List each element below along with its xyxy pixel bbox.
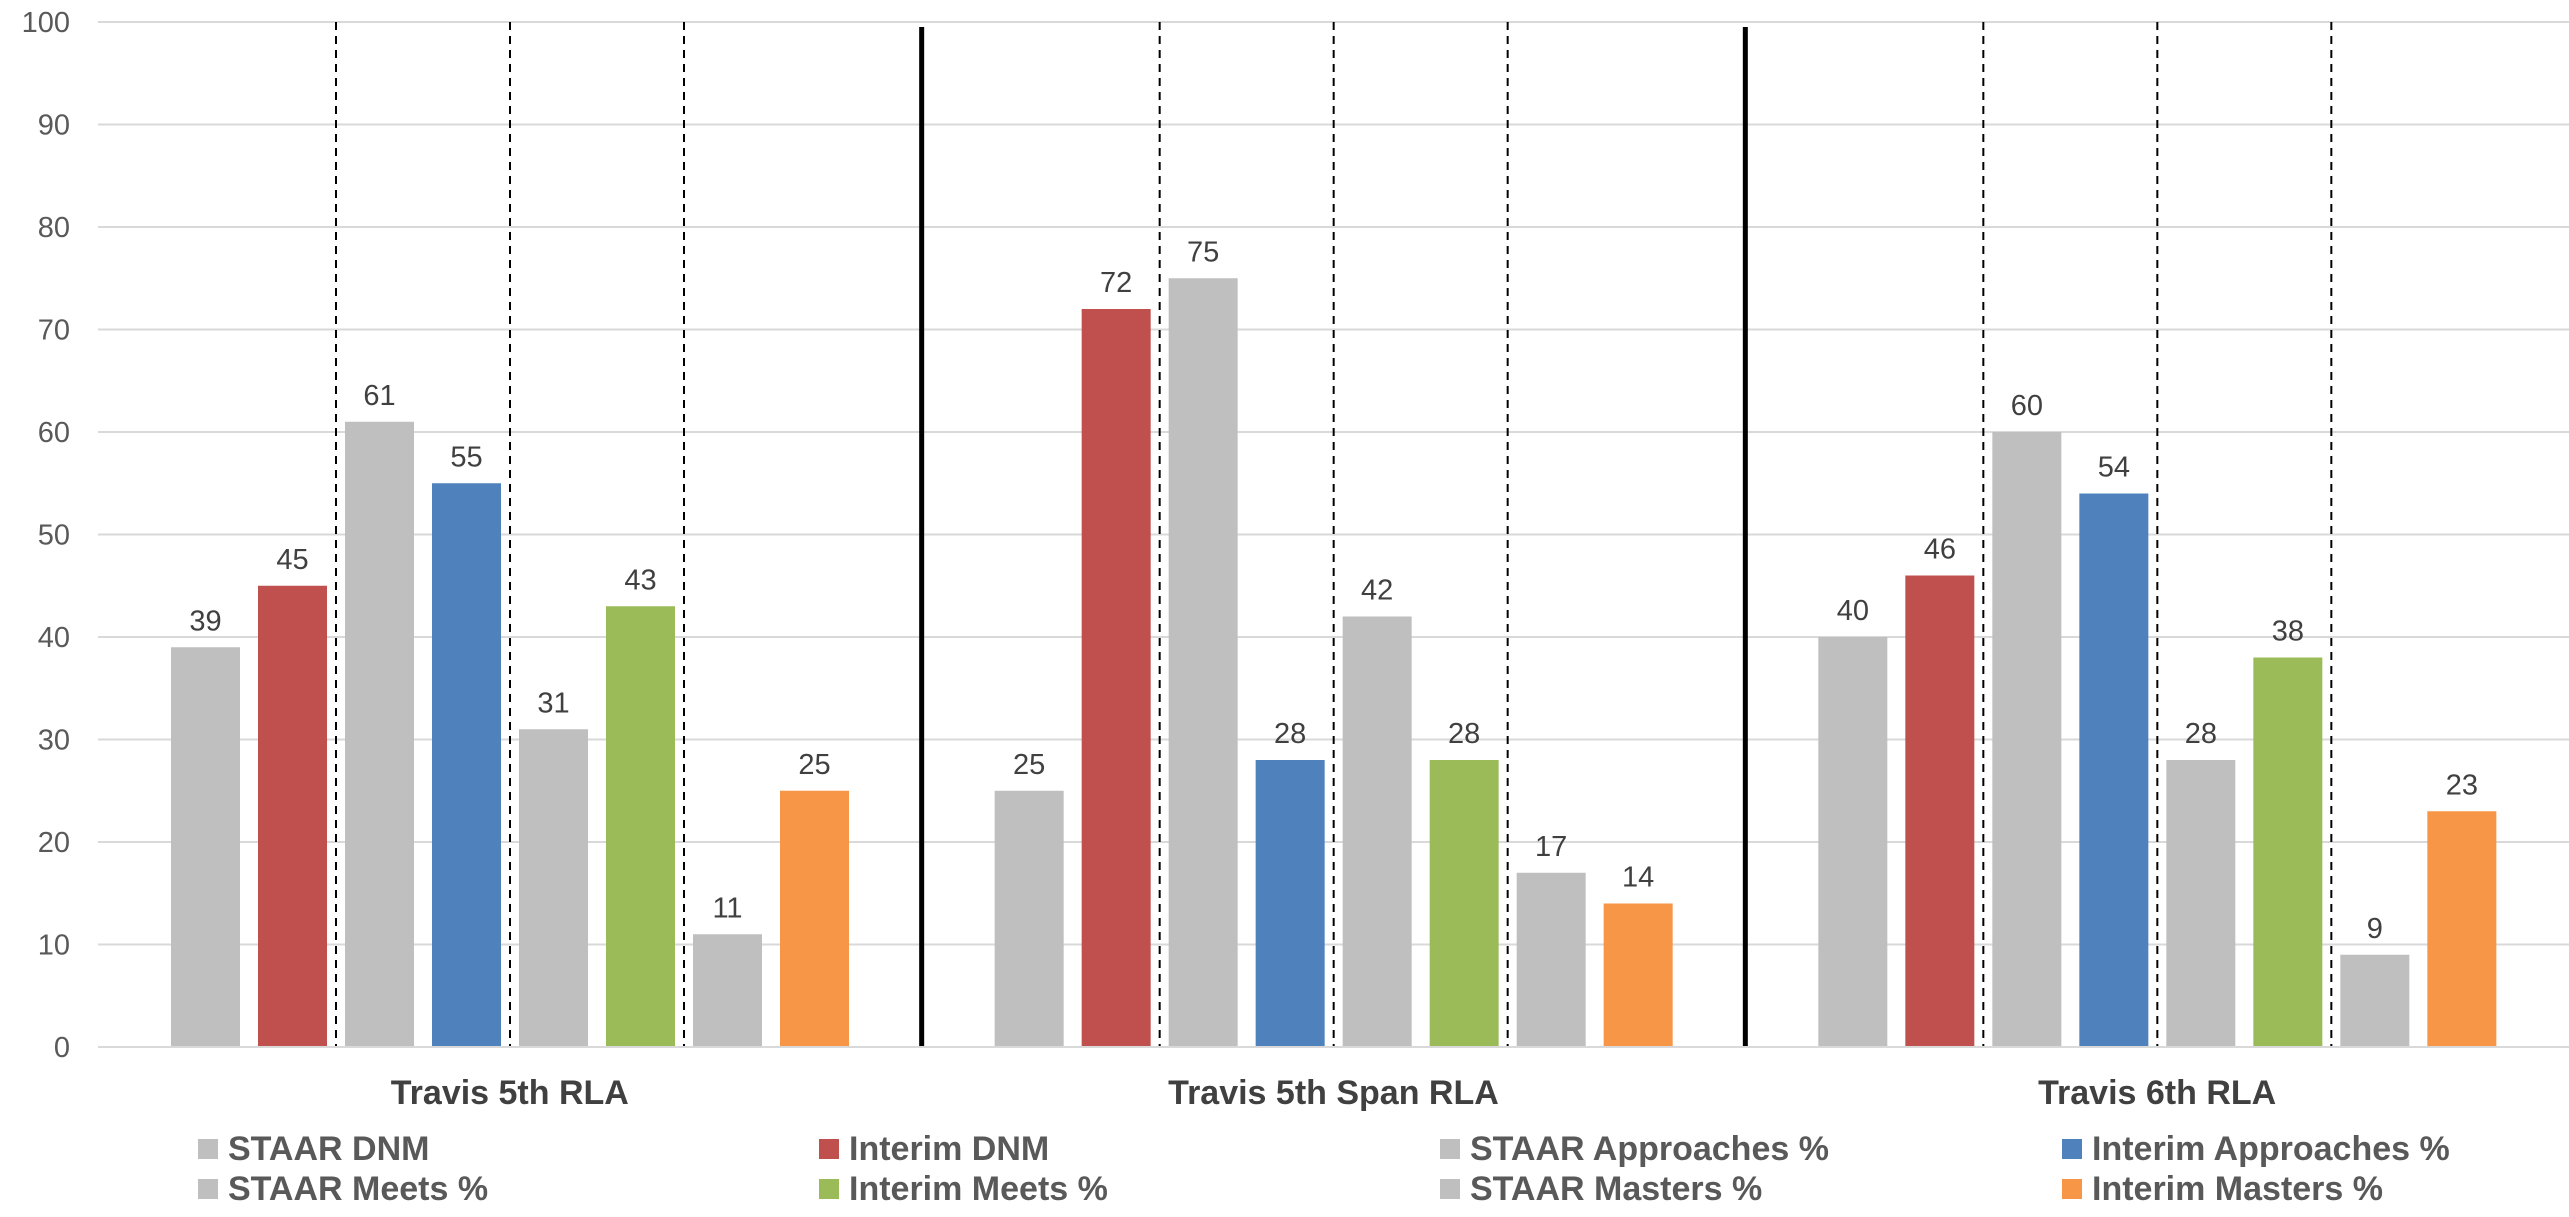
bar: [1818, 637, 1888, 1047]
bar: [432, 483, 501, 1047]
y-tick-label: 20: [38, 827, 70, 859]
data-label: 28: [1448, 718, 1480, 750]
data-label: 54: [2098, 452, 2130, 484]
data-label: 39: [189, 605, 221, 637]
data-label: 42: [1361, 575, 1393, 607]
data-label: 25: [798, 749, 830, 781]
bar: [1255, 760, 1325, 1047]
y-tick-label: 0: [54, 1032, 70, 1064]
legend-label: Interim DNM: [849, 1130, 1049, 1168]
x-axis: Travis 5th RLA Travis 5th Span RLA Travis …: [98, 1046, 2569, 1112]
bar: [693, 934, 762, 1047]
y-tick-label: 10: [38, 930, 70, 962]
legend-label: STAAR Meets %: [228, 1170, 488, 1208]
data-label: 11: [712, 892, 742, 924]
y-tick-label: 100: [22, 7, 70, 39]
bar: [1992, 432, 2062, 1047]
data-label: 75: [1187, 236, 1219, 268]
legend-swatch: [1440, 1139, 1460, 1159]
data-labels: 39 45 61 55 31 43 11 25 25 72 75 28 42 28 17 14 40 46 60 54…: [189, 236, 2478, 945]
category-label: Travis 5th Span RLA: [1168, 1074, 1499, 1112]
bar: [258, 585, 327, 1047]
bar: [345, 421, 414, 1047]
bar: [1603, 903, 1673, 1047]
data-label: 25: [1013, 749, 1045, 781]
bar: [2253, 657, 2323, 1047]
bar: [780, 790, 849, 1047]
data-label: 46: [1924, 534, 1956, 566]
legend-swatch: [1440, 1179, 1460, 1199]
legend-swatch: [819, 1179, 839, 1199]
legend-swatch: [2062, 1139, 2082, 1159]
legend: STAAR DNM Interim DNM STAAR Approaches % In…: [198, 1130, 2450, 1208]
bar: [606, 606, 675, 1047]
data-label: 28: [1274, 718, 1306, 750]
data-label: 55: [450, 441, 482, 473]
legend-swatch: [819, 1139, 839, 1159]
y-tick-label: 70: [38, 315, 70, 347]
data-label: 43: [624, 564, 656, 596]
bar: [171, 647, 240, 1047]
data-label: 40: [1837, 595, 1869, 627]
bar: [2340, 954, 2410, 1047]
category-label: Travis 6th RLA: [2038, 1074, 2276, 1112]
legend-label: STAAR Approaches %: [1470, 1130, 1829, 1168]
data-label: 61: [363, 380, 395, 412]
data-label: 23: [2446, 769, 2478, 801]
y-tick-label: 80: [38, 212, 70, 244]
bar: [1342, 616, 1412, 1047]
legend-label: STAAR DNM: [228, 1130, 429, 1168]
bar: [994, 790, 1064, 1047]
legend-swatch: [198, 1139, 218, 1159]
data-label: 28: [2185, 718, 2217, 750]
y-tick-label: 30: [38, 725, 70, 757]
legend-swatch: [198, 1179, 218, 1199]
bar: [519, 729, 588, 1047]
bar: [2166, 760, 2236, 1047]
bar: [1429, 760, 1499, 1047]
legend-label: Interim Masters %: [2092, 1170, 2383, 1208]
legend-label: Interim Approaches %: [2092, 1130, 2450, 1168]
data-label: 14: [1622, 862, 1654, 894]
data-label: 17: [1535, 831, 1567, 863]
data-label: 31: [537, 687, 569, 719]
bars: [171, 278, 2497, 1047]
y-tick-label: 60: [38, 417, 70, 449]
bar: [1516, 872, 1586, 1047]
data-label: 9: [2367, 913, 2383, 945]
legend-label: Interim Meets %: [849, 1170, 1108, 1208]
y-tick-label: 40: [38, 622, 70, 654]
bar: [2079, 493, 2149, 1047]
legend-swatch: [2062, 1179, 2082, 1199]
bar: [2427, 811, 2497, 1047]
y-tick-label: 90: [38, 110, 70, 142]
bar: [1905, 575, 1975, 1047]
y-axis: 0 10 20 30 40 50 60 70 80 90 100: [22, 7, 70, 1064]
data-label: 72: [1100, 267, 1132, 299]
bar: [1081, 309, 1151, 1047]
category-label: Travis 5th RLA: [391, 1074, 629, 1112]
data-label: 45: [276, 544, 308, 576]
y-tick-label: 50: [38, 520, 70, 552]
separators: [335, 22, 2333, 1047]
bar: [1168, 278, 1238, 1047]
legend-label: STAAR Masters %: [1470, 1170, 1762, 1208]
data-label: 60: [2011, 390, 2043, 422]
data-label: 38: [2272, 616, 2304, 648]
